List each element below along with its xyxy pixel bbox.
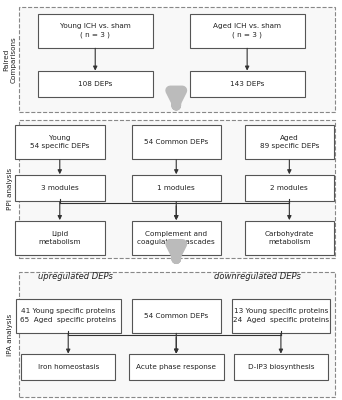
Text: Complement and
coagulation cascades: Complement and coagulation cascades [137, 231, 215, 245]
Text: 41 Young specific proteins
65  Aged  specific proteins: 41 Young specific proteins 65 Aged speci… [20, 308, 116, 323]
FancyBboxPatch shape [132, 299, 221, 332]
Text: Young
54 specific DEPs: Young 54 specific DEPs [30, 135, 90, 149]
Text: upregulated DEPs: upregulated DEPs [38, 272, 113, 281]
FancyBboxPatch shape [15, 175, 105, 201]
Text: Carbohydrate
metabolism: Carbohydrate metabolism [265, 231, 314, 245]
Text: 1 modules: 1 modules [157, 185, 195, 191]
Bar [19, 7, 335, 112]
FancyBboxPatch shape [190, 72, 304, 97]
Text: 143 DEPs: 143 DEPs [230, 82, 264, 88]
FancyBboxPatch shape [190, 14, 304, 48]
FancyBboxPatch shape [16, 299, 120, 332]
FancyBboxPatch shape [38, 72, 153, 97]
FancyBboxPatch shape [132, 221, 221, 255]
Text: PPI analysis: PPI analysis [7, 168, 13, 210]
Text: 13 Young specific proteins
24  Aged  specific proteins: 13 Young specific proteins 24 Aged speci… [233, 308, 329, 323]
Text: Aged
89 specific DEPs: Aged 89 specific DEPs [260, 135, 319, 149]
FancyBboxPatch shape [245, 175, 334, 201]
FancyBboxPatch shape [234, 354, 328, 380]
Text: Acute phase response: Acute phase response [136, 364, 216, 370]
Bar [19, 272, 335, 397]
Text: Aged ICH vs. sham
( n = 3 ): Aged ICH vs. sham ( n = 3 ) [213, 23, 281, 38]
Text: 3 modules: 3 modules [41, 185, 79, 191]
FancyBboxPatch shape [245, 125, 334, 159]
FancyBboxPatch shape [129, 354, 224, 380]
Text: Paired
Comparisons: Paired Comparisons [4, 36, 17, 83]
FancyBboxPatch shape [21, 354, 116, 380]
Text: 54 Common DEPs: 54 Common DEPs [144, 312, 208, 318]
Text: IPA analysis: IPA analysis [7, 314, 13, 356]
FancyBboxPatch shape [232, 299, 330, 332]
FancyBboxPatch shape [15, 221, 105, 255]
Text: Young ICH vs. sham
( n = 3 ): Young ICH vs. sham ( n = 3 ) [60, 23, 131, 38]
FancyBboxPatch shape [132, 175, 221, 201]
Text: D-IP3 biosynthesis: D-IP3 biosynthesis [248, 364, 314, 370]
FancyBboxPatch shape [38, 14, 153, 48]
Text: 54 Common DEPs: 54 Common DEPs [144, 139, 208, 145]
Text: Lipid
metabolism: Lipid metabolism [39, 231, 81, 245]
Text: Iron homeostasis: Iron homeostasis [38, 364, 99, 370]
Text: 108 DEPs: 108 DEPs [78, 82, 113, 88]
Bar [19, 120, 335, 258]
FancyBboxPatch shape [245, 221, 334, 255]
Text: downregulated DEPs: downregulated DEPs [214, 272, 301, 281]
FancyBboxPatch shape [15, 125, 105, 159]
FancyBboxPatch shape [132, 125, 221, 159]
Text: 2 modules: 2 modules [271, 185, 308, 191]
